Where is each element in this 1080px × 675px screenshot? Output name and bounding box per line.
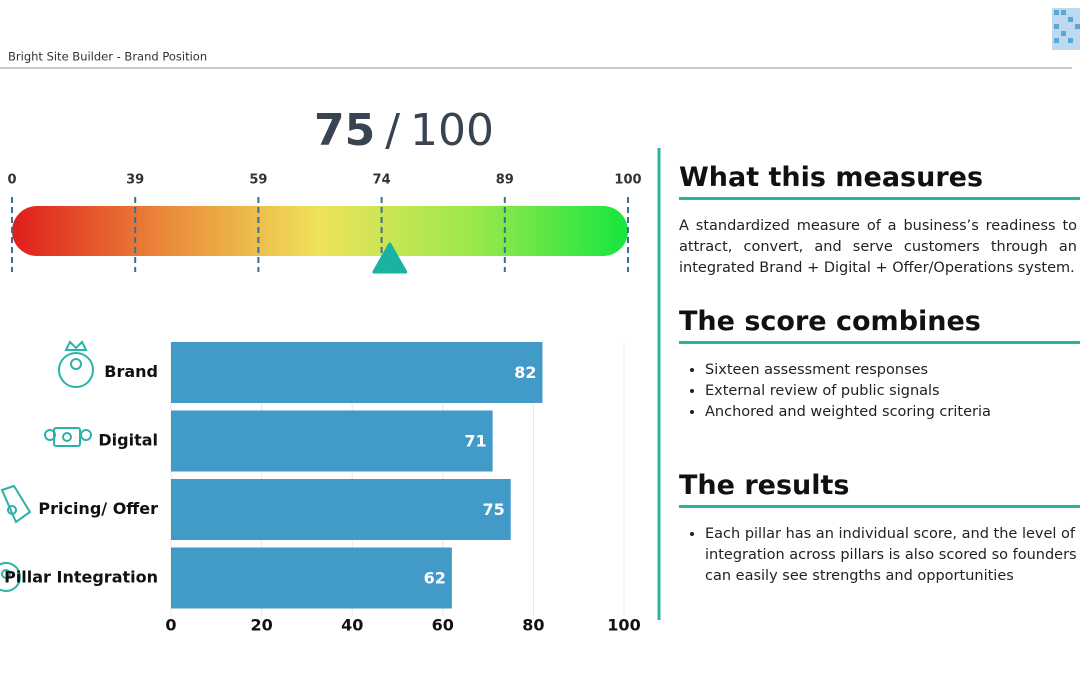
section-heading: The results — [679, 470, 1080, 508]
bar — [171, 342, 543, 403]
section-heading: The score combines — [679, 306, 1080, 344]
gauge-tick-label: 0 — [7, 173, 16, 188]
bar — [171, 410, 493, 472]
section-heading: What this measures — [679, 162, 1080, 200]
x-tick-label: 80 — [522, 616, 544, 635]
logo — [1052, 8, 1080, 50]
bar — [171, 479, 511, 540]
x-tick-label: 60 — [432, 616, 454, 635]
gauge-tick-label: 59 — [249, 173, 267, 188]
value-label: 62 — [424, 569, 446, 588]
score-max: 100 — [410, 105, 494, 156]
category-label: Pillar Integration — [4, 568, 158, 587]
score-separator: / — [385, 105, 400, 156]
bullet-list: Sixteen assessment responsesExternal rev… — [679, 360, 1080, 423]
x-tick-label: 0 — [165, 616, 176, 635]
value-label: 75 — [482, 500, 504, 519]
gauge-tick-label: 100 — [614, 173, 641, 188]
category-label: Brand — [104, 362, 158, 381]
bullet: Each pillar has an individual score, and… — [705, 524, 1080, 587]
gauge-bar — [12, 206, 628, 256]
score: 75 — [314, 105, 375, 156]
section: The score combines Sixteen assessment re… — [679, 306, 1080, 423]
value-label: 82 — [514, 363, 536, 382]
gauge-tick-label: 74 — [373, 173, 391, 188]
header-title: Bright Site Builder - Brand Position — [8, 50, 207, 64]
section: The results Each pillar has an individua… — [679, 470, 1080, 587]
bullet: External review of public signals — [705, 381, 1080, 402]
score-title: 75/100 — [314, 105, 494, 156]
bullet: Sixteen assessment responses — [705, 360, 1080, 381]
bullet: Anchored and weighted scoring criteria — [705, 402, 1080, 423]
gauge-tick-label: 39 — [126, 173, 144, 188]
bullet-list: Each pillar has an individual score, and… — [679, 524, 1080, 587]
section: What this measures A standardized measur… — [679, 162, 1080, 279]
value-label: 71 — [464, 432, 486, 451]
section-text: A standardized measure of a business’s r… — [679, 218, 1077, 276]
category-label: Pricing/ Offer — [38, 499, 158, 518]
x-tick-label: 20 — [250, 616, 272, 635]
bar — [171, 547, 452, 609]
pillar-icons — [0, 340, 94, 592]
gauge-marker — [372, 242, 408, 274]
gauge-tick-label: 89 — [496, 173, 514, 188]
category-label: Digital — [98, 431, 158, 450]
x-tick-label: 40 — [341, 616, 363, 635]
x-tick-label: 100 — [607, 616, 640, 635]
